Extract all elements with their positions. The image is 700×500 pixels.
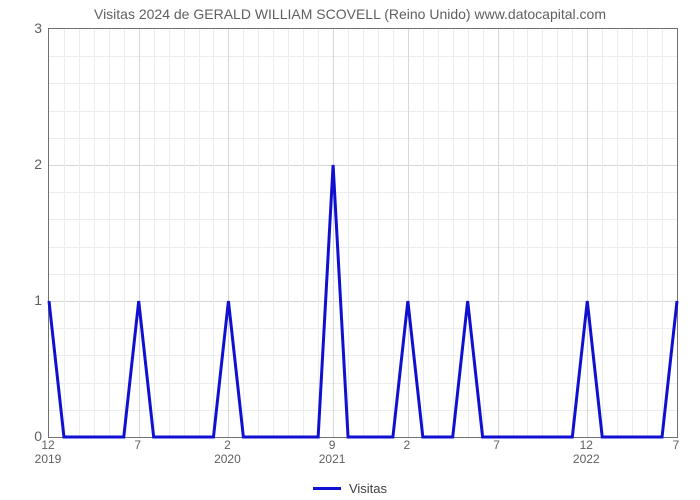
x-tick-label: 12: [580, 438, 593, 452]
legend-label: Visitas: [349, 481, 387, 496]
x-tick-label: 7: [134, 438, 141, 452]
x-year-label: 2019: [35, 452, 62, 466]
legend-swatch: [313, 487, 341, 490]
y-tick-label: 0: [12, 428, 42, 444]
x-year-label: 2020: [214, 452, 241, 466]
y-tick-label: 3: [12, 20, 42, 36]
x-tick-label: 2: [404, 438, 411, 452]
chart-title: Visitas 2024 de GERALD WILLIAM SCOVELL (…: [0, 6, 700, 22]
x-year-label: 2021: [319, 452, 346, 466]
x-tick-label: 2: [224, 438, 231, 452]
x-year-label: 2022: [573, 452, 600, 466]
legend: Visitas: [0, 481, 700, 496]
x-tick-label: 7: [673, 438, 680, 452]
plot-area: [48, 28, 678, 438]
y-tick-label: 1: [12, 292, 42, 308]
data-line: [49, 29, 677, 437]
x-tick-label: 9: [329, 438, 336, 452]
y-tick-label: 2: [12, 156, 42, 172]
x-tick-label: 7: [493, 438, 500, 452]
x-tick-label: 12: [41, 438, 54, 452]
chart-container: Visitas 2024 de GERALD WILLIAM SCOVELL (…: [0, 0, 700, 500]
